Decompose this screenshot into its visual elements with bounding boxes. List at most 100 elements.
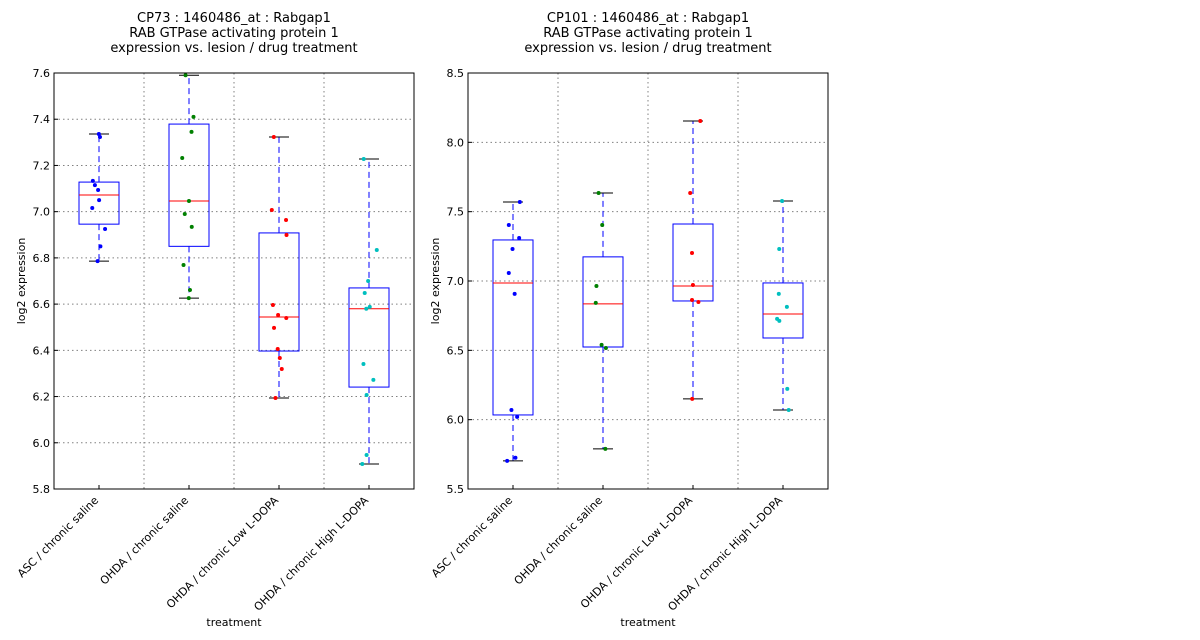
data-point	[364, 453, 369, 458]
data-point	[275, 346, 280, 351]
y-axis-label: log2 expression	[15, 238, 28, 325]
boxplot-1	[492, 199, 534, 463]
data-point	[191, 114, 196, 119]
data-point	[96, 187, 101, 192]
boxplot-2	[582, 190, 624, 451]
box-iqr	[582, 256, 624, 348]
data-point	[785, 386, 790, 391]
data-point	[103, 227, 108, 231]
data-point	[269, 208, 274, 213]
boxplot-3	[672, 118, 714, 401]
box-iqr	[168, 123, 210, 247]
ytick-label: 7.0	[33, 206, 51, 219]
data-point	[271, 135, 276, 140]
data-point	[186, 199, 191, 204]
data-point	[600, 222, 605, 227]
data-point	[180, 156, 185, 161]
data-point	[371, 377, 376, 382]
data-point	[187, 288, 192, 293]
data-point	[364, 306, 369, 311]
data-point	[361, 156, 366, 161]
box-iqr	[348, 287, 390, 388]
x-axis-label: treatment	[206, 616, 262, 629]
data-point	[272, 325, 277, 330]
ytick-label: 8.5	[447, 67, 465, 80]
data-point	[186, 296, 191, 301]
box-iqr	[672, 223, 714, 302]
data-point	[276, 312, 281, 317]
data-point	[688, 190, 693, 195]
chart-title-line: RAB GTPase activating protein 1	[543, 26, 753, 41]
data-point	[374, 248, 379, 253]
data-point	[189, 129, 194, 134]
ytick-label: 5.8	[33, 483, 51, 496]
data-point	[362, 291, 367, 296]
data-point	[517, 236, 522, 241]
data-point	[284, 233, 289, 238]
data-point	[603, 345, 608, 350]
ytick-label: 8.0	[447, 136, 465, 149]
data-point	[277, 355, 282, 360]
boxplot-4	[348, 156, 390, 467]
chart-title-line: CP101 : 1460486_at : Rabgap1	[547, 11, 749, 26]
data-point	[270, 303, 275, 308]
data-point	[182, 211, 187, 216]
data-point	[696, 299, 701, 304]
data-point	[690, 250, 695, 255]
data-point	[690, 297, 695, 302]
plot-frame	[53, 72, 415, 490]
data-point	[361, 361, 366, 366]
box-iqr	[258, 232, 300, 352]
data-point	[92, 183, 97, 188]
data-point	[181, 263, 186, 268]
x-axis-label: treatment	[620, 616, 676, 629]
data-point	[189, 224, 194, 229]
data-point	[786, 407, 791, 412]
xtick-label: OHDA / chronic saline	[98, 494, 192, 588]
data-point	[776, 291, 781, 296]
ytick-label: 6.2	[33, 391, 51, 404]
data-point	[596, 190, 601, 195]
data-point	[698, 118, 703, 123]
data-point	[360, 462, 365, 467]
data-point	[515, 414, 520, 419]
data-point	[90, 205, 95, 210]
data-point	[777, 318, 782, 323]
data-point	[690, 283, 695, 288]
data-point	[506, 270, 511, 275]
ytick-label: 6.8	[33, 252, 51, 265]
data-point	[593, 300, 598, 305]
data-point	[517, 199, 522, 204]
data-point	[95, 259, 100, 264]
box-iqr	[78, 181, 120, 225]
data-point	[509, 407, 514, 412]
data-point	[90, 178, 95, 183]
ytick-label: 7.5	[447, 206, 465, 219]
ytick-label: 7.4	[33, 113, 51, 126]
y-axis-label: log2 expression	[429, 238, 442, 325]
data-point	[510, 246, 515, 251]
data-point	[505, 458, 510, 463]
chart-title-line: CP73 : 1460486_at : Rabgap1	[137, 11, 331, 26]
ytick-label: 6.5	[447, 344, 465, 357]
data-point	[603, 446, 608, 451]
data-point	[506, 222, 511, 227]
data-point	[512, 291, 517, 296]
data-point	[367, 304, 372, 309]
data-point	[777, 246, 782, 251]
data-point	[273, 395, 278, 400]
data-point	[780, 198, 785, 203]
data-point	[279, 367, 284, 372]
ytick-label: 6.0	[33, 437, 51, 450]
chart-title-line: expression vs. lesion / drug treatment	[110, 41, 357, 56]
ytick-label: 6.6	[33, 298, 51, 311]
ytick-label: 6.0	[447, 414, 465, 427]
data-point	[594, 283, 599, 288]
data-point	[366, 279, 371, 283]
box-iqr	[762, 282, 804, 339]
data-point	[97, 135, 102, 140]
boxplot-3	[258, 135, 300, 400]
